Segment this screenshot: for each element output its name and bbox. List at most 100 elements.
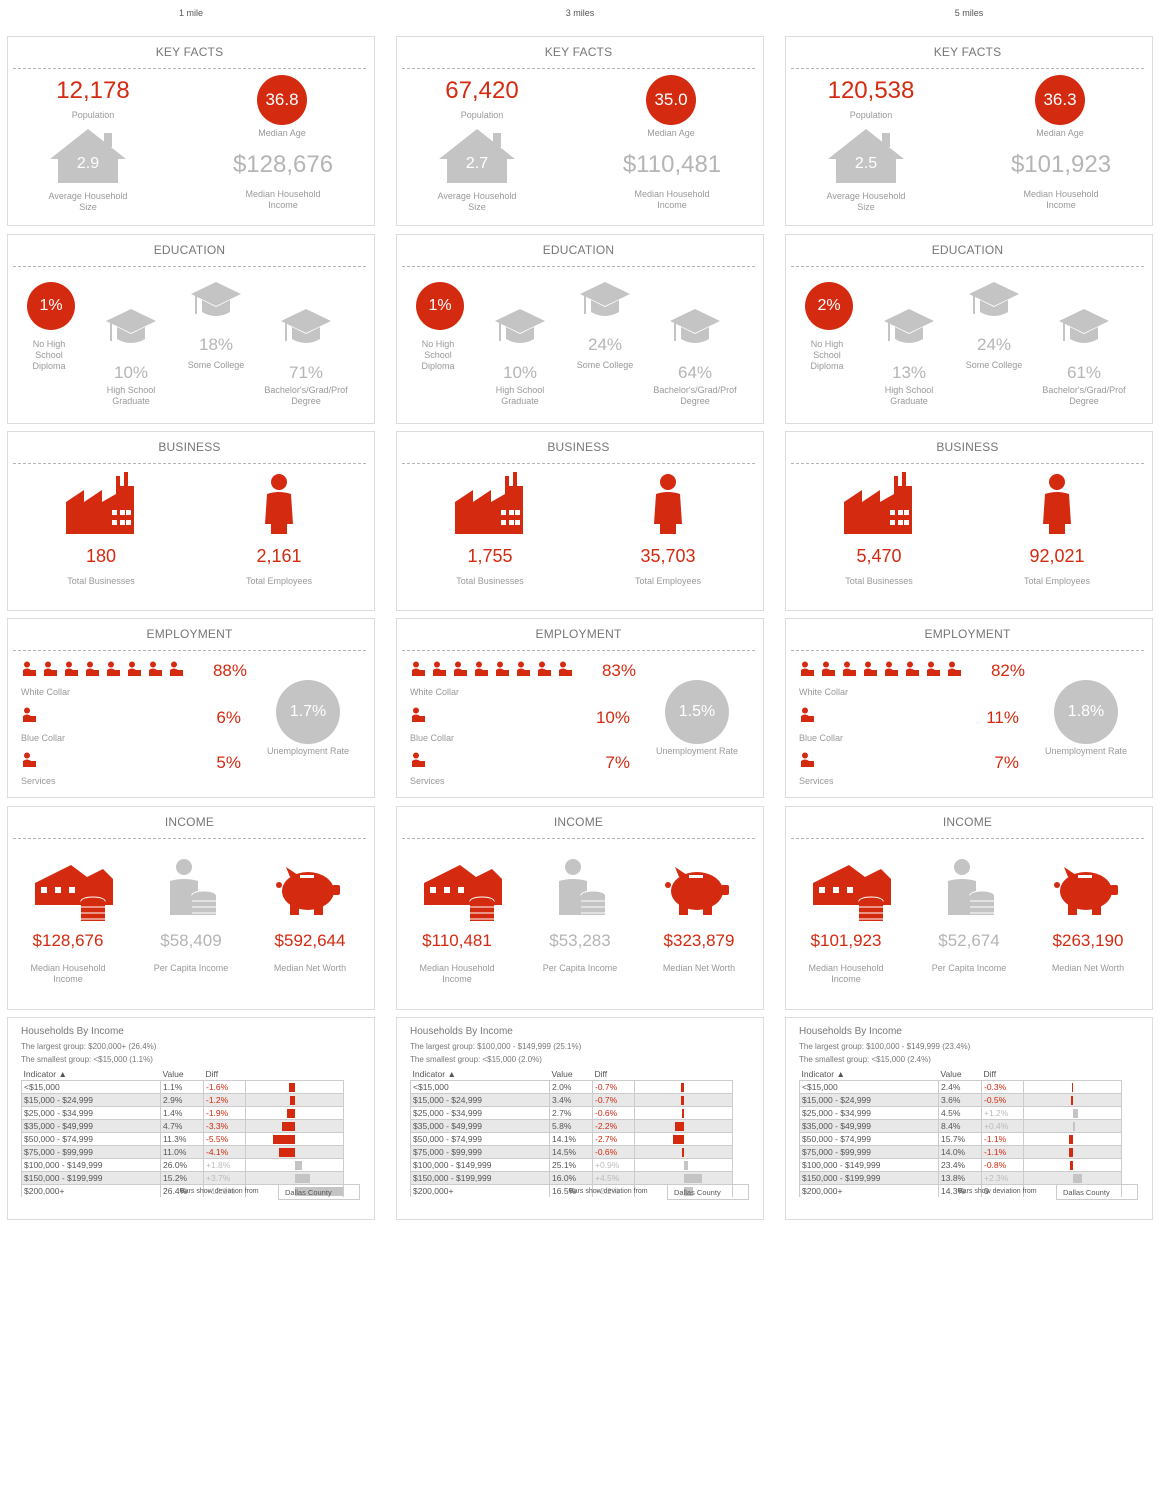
white-collar-icons bbox=[411, 661, 573, 677]
value-header[interactable]: Value bbox=[162, 1068, 184, 1079]
total-businesses-label: Total Businesses bbox=[67, 576, 135, 586]
table-row: <$15,000 2.0% -0.7% bbox=[410, 1079, 733, 1093]
value-cell: 14.3% bbox=[938, 1183, 982, 1197]
blue-collar-label: Blue Collar bbox=[799, 733, 844, 743]
graduation-cap-icon bbox=[106, 309, 156, 343]
deviation-bar bbox=[295, 1186, 343, 1196]
some-college-value: 18% bbox=[198, 335, 234, 354]
table-row: $100,000 - $149,999 26.0% +1.8% bbox=[21, 1157, 344, 1171]
population-label: Population bbox=[849, 110, 893, 120]
deviation-bar bbox=[295, 1173, 310, 1183]
diff-cell: +2.3% bbox=[981, 1170, 1024, 1184]
services-label: Services bbox=[799, 776, 834, 786]
deviation-bar-cell bbox=[1023, 1079, 1122, 1093]
unemployment-label: Unemployment Rate bbox=[1044, 746, 1128, 756]
indicator-cell: $150,000 - $199,999 bbox=[410, 1170, 550, 1184]
indicator-header[interactable]: Indicator ▲ bbox=[23, 1068, 67, 1079]
indicator-cell: $50,000 - $74,999 bbox=[410, 1131, 550, 1145]
no-hs-value: 2% bbox=[817, 297, 841, 314]
deviation-bar-cell bbox=[634, 1079, 733, 1093]
deviation-bar bbox=[1073, 1108, 1078, 1118]
population-label: Population bbox=[71, 110, 115, 120]
deviation-bar-cell bbox=[634, 1144, 733, 1158]
diff-header[interactable]: Diff bbox=[205, 1068, 219, 1079]
bachelors-value: 61% bbox=[1066, 363, 1102, 382]
indicator-cell: $25,000 - $34,999 bbox=[21, 1105, 161, 1119]
worker-icon bbox=[433, 661, 446, 676]
value-header[interactable]: Value bbox=[551, 1068, 573, 1079]
deviation-label: Bars show deviation from bbox=[569, 1188, 648, 1195]
key-facts-panel: KEY FACTS 12,178 Population 36.8 Median … bbox=[7, 36, 375, 226]
blue-collar-label: Blue Collar bbox=[21, 733, 66, 743]
total-employees-value: 92,021 bbox=[1029, 546, 1085, 566]
no-hs-value: 1% bbox=[428, 297, 452, 314]
graduation-cap-icon bbox=[969, 282, 1019, 316]
diff-cell: -0.7% bbox=[592, 1079, 635, 1093]
unemployment-circle: 1.5% bbox=[665, 680, 729, 744]
indicator-header[interactable]: Indicator ▲ bbox=[412, 1068, 456, 1079]
smallest-group-text: The smallest group: <$15,000 (2.0%) bbox=[410, 1055, 542, 1064]
indicator-cell: $50,000 - $74,999 bbox=[799, 1131, 939, 1145]
deviation-bar bbox=[273, 1134, 295, 1144]
table-row: $25,000 - $34,999 1.4% -1.9% bbox=[21, 1105, 344, 1119]
worker-icon bbox=[149, 661, 162, 676]
table-row: $35,000 - $49,999 8.4% +0.4% bbox=[799, 1118, 1122, 1132]
median-age-circle: 36.8 bbox=[257, 75, 307, 125]
deviation-bar bbox=[1069, 1160, 1073, 1170]
per-capita-value: $52,674 bbox=[938, 931, 1000, 950]
worker-icon bbox=[843, 661, 856, 676]
income-table: Indicator ▲ Value Diff <$15,000 2.4% -0.3%… bbox=[799, 1068, 1122, 1197]
diff-cell: +1.8% bbox=[203, 1157, 246, 1171]
deviation-bar bbox=[290, 1095, 295, 1105]
table-row: $35,000 - $49,999 5.8% -2.2% bbox=[410, 1118, 733, 1132]
diff-cell: +2.2% bbox=[592, 1183, 635, 1197]
unemployment-value: 1.5% bbox=[678, 703, 716, 720]
education-panel: EDUCATION 2% No High School Diploma 13% … bbox=[785, 234, 1153, 424]
graduation-cap-icon bbox=[1059, 309, 1109, 343]
indicator-cell: $200,000+ bbox=[21, 1183, 161, 1197]
panel-title: KEY FACTS bbox=[13, 45, 366, 69]
hs-value: 13% bbox=[891, 363, 927, 382]
house-coins-icon bbox=[813, 865, 891, 921]
worker-icon bbox=[927, 661, 940, 676]
indicator-cell: $75,000 - $99,999 bbox=[799, 1144, 939, 1158]
indicator-cell: $100,000 - $149,999 bbox=[410, 1157, 550, 1171]
worker-icon bbox=[107, 661, 120, 676]
no-hs-circle: 2% bbox=[805, 282, 853, 330]
deviation-bar-cell bbox=[1023, 1157, 1122, 1171]
panel-title: EMPLOYMENT bbox=[791, 627, 1144, 651]
deviation-target-select[interactable]: Dallas County bbox=[667, 1184, 749, 1200]
worker-icon bbox=[864, 661, 877, 676]
household-size-label: Average Household Size bbox=[437, 191, 517, 212]
deviation-target-select[interactable]: Dallas County bbox=[1056, 1184, 1138, 1200]
worker-icon bbox=[517, 661, 530, 676]
table-row: $200,000+ 14.3% 0 bbox=[799, 1183, 1122, 1197]
households-title: Households By Income bbox=[410, 1026, 513, 1037]
graduation-cap-icon bbox=[495, 309, 545, 343]
diff-header[interactable]: Diff bbox=[983, 1068, 997, 1079]
deviation-bar-cell bbox=[245, 1157, 344, 1171]
population-value: 120,538 bbox=[827, 77, 915, 104]
smallest-group-text: The smallest group: <$15,000 (1.1%) bbox=[21, 1055, 153, 1064]
value-header[interactable]: Value bbox=[940, 1068, 962, 1079]
indicator-header[interactable]: Indicator ▲ bbox=[801, 1068, 845, 1079]
employment-panel: EMPLOYMENT 82% White Collar 11% Blue Col… bbox=[785, 618, 1153, 798]
table-row: $15,000 - $24,999 3.6% -0.5% bbox=[799, 1092, 1122, 1106]
total-employees-value: 35,703 bbox=[640, 546, 696, 566]
indicator-cell: $75,000 - $99,999 bbox=[21, 1144, 161, 1158]
per-capita-label: Per Capita Income bbox=[931, 963, 1007, 973]
table-header-row: Indicator ▲ Value Diff bbox=[411, 1068, 733, 1080]
deviation-bar-cell bbox=[634, 1118, 733, 1132]
services-icons bbox=[800, 752, 815, 768]
bachelors-value: 64% bbox=[677, 363, 713, 382]
graduation-cap-icon bbox=[191, 282, 241, 316]
household-size-label: Average Household Size bbox=[826, 191, 906, 212]
white-collar-value: 88% bbox=[212, 661, 247, 680]
panel-title: INCOME bbox=[402, 815, 755, 839]
diff-header[interactable]: Diff bbox=[594, 1068, 608, 1079]
net-worth-label: Median Net Worth bbox=[662, 963, 736, 973]
indicator-cell: <$15,000 bbox=[410, 1079, 550, 1093]
deviation-target-select[interactable]: Dallas County bbox=[278, 1184, 360, 1200]
value-cell: 5.8% bbox=[549, 1118, 593, 1132]
income-table: Indicator ▲ Value Diff <$15,000 1.1% -1.6%… bbox=[21, 1068, 344, 1197]
